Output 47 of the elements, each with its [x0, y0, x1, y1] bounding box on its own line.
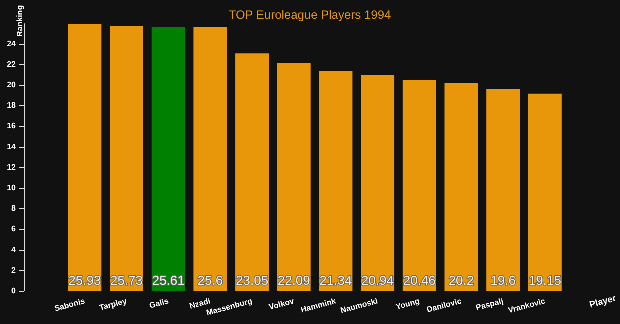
- chart-title: TOP Euroleague Players 1994: [228, 8, 392, 22]
- y-tick-label: 4: [12, 245, 17, 254]
- x-tick-label: Danilovic: [426, 296, 464, 315]
- bar: [68, 24, 102, 291]
- x-tick-label: Sabonis: [54, 296, 87, 314]
- bar: [194, 27, 228, 291]
- data-label: 20.46: [403, 273, 436, 288]
- data-label: 22.09: [278, 273, 310, 288]
- data-label: 19.15: [528, 273, 562, 288]
- x-tick-label: Paspalj: [475, 296, 504, 313]
- data-label: 20.94: [362, 273, 394, 288]
- bar: [486, 89, 520, 291]
- data-label: 25.61: [152, 273, 185, 288]
- x-tick-label: Tarpley: [98, 296, 128, 313]
- y-tick-label: 14: [7, 142, 17, 152]
- bar: [444, 83, 478, 291]
- bar: [402, 80, 436, 291]
- y-tick-label: 18: [7, 101, 17, 110]
- y-tick-label: 16: [7, 122, 17, 131]
- data-label: 20.2: [448, 273, 474, 288]
- y-axis-title: Ranking: [16, 5, 24, 37]
- data-label: 21.34: [320, 273, 352, 288]
- x-axis-title: Player: [588, 293, 618, 310]
- x-tick-label: Galis: [148, 296, 170, 310]
- bar: [319, 71, 353, 291]
- y-tick-label: 2: [12, 266, 17, 275]
- bar: [152, 27, 186, 291]
- bar: [236, 54, 270, 291]
- y-tick-label: 12: [7, 162, 17, 172]
- y-tick-label: 6: [12, 224, 17, 234]
- bar: [528, 94, 562, 291]
- x-tick-label: Young: [395, 296, 421, 312]
- y-tick-label: 22: [7, 60, 17, 69]
- data-label: 23.05: [236, 273, 269, 288]
- bar: [361, 75, 395, 291]
- data-label: 25.6: [198, 273, 224, 288]
- data-label: 25.93: [68, 273, 102, 288]
- y-tick-label: 8: [12, 204, 17, 214]
- data-label: 25.73: [110, 273, 144, 288]
- bar: [110, 26, 144, 291]
- y-tick-label: 24: [7, 39, 17, 48]
- y-tick-label: 20: [7, 80, 17, 90]
- data-label: 19.6: [490, 273, 516, 288]
- y-tick-label: 0: [12, 286, 17, 296]
- y-tick-label: 10: [7, 184, 17, 193]
- x-tick-label: Volkov: [268, 296, 296, 312]
- bar: [277, 64, 311, 291]
